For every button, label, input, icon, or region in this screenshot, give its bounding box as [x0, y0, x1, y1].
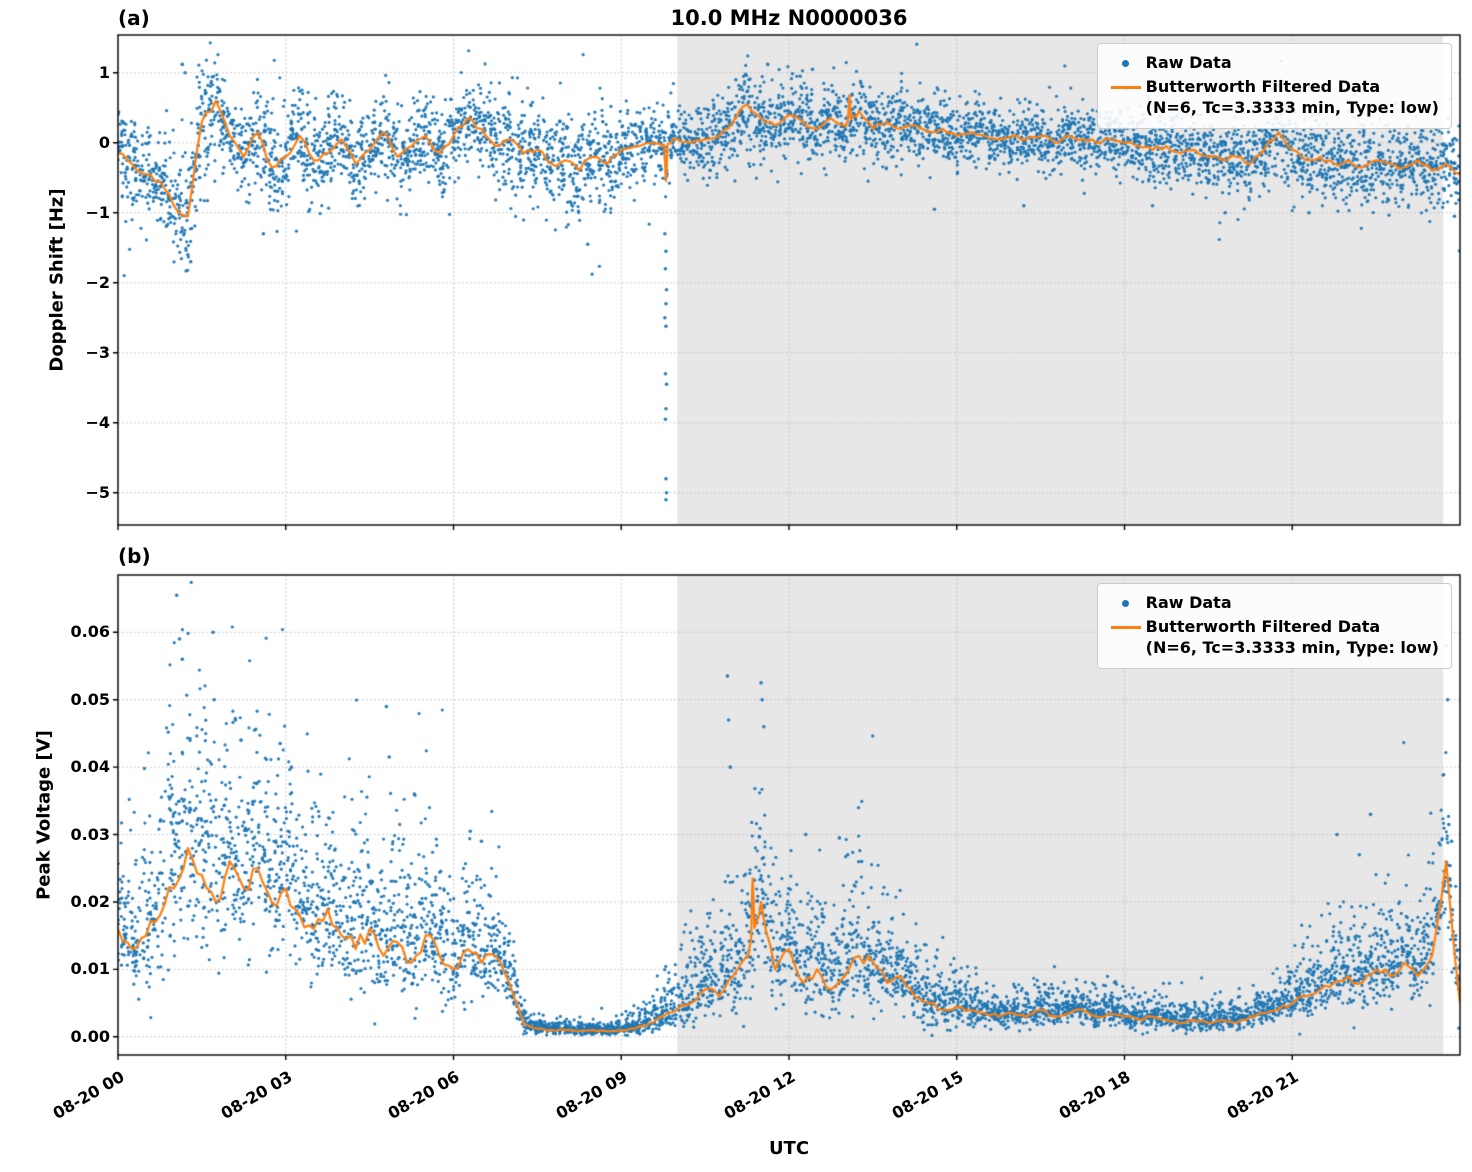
- y-tick-label: −3: [85, 342, 110, 362]
- filtered-line-marker-icon: [1110, 626, 1141, 629]
- legend-raw-label: Raw Data: [1145, 53, 1232, 72]
- y-tick-label: 0.04: [70, 757, 110, 777]
- raw-data-marker-icon: [1122, 600, 1130, 607]
- x-axis-label: UTC: [768, 1138, 810, 1159]
- y-tick-label: −5: [85, 482, 110, 502]
- panel-a-label: (a): [118, 6, 150, 30]
- y-tick-label: −4: [85, 412, 110, 432]
- legend-filtered-label-line1: Butterworth Filtered Data: [1145, 617, 1381, 636]
- legend-entry-filtered: Butterworth Filtered Data (N=6, Tc=3.333…: [1106, 617, 1439, 659]
- y-axis-label-doppler: Doppler Shift [Hz]: [46, 188, 68, 372]
- y-tick-label: 0.00: [70, 1026, 110, 1046]
- y-tick-label: 0: [98, 132, 110, 152]
- legend-filtered-label-line2: (N=6, Tc=3.3333 min, Type: low): [1145, 97, 1439, 117]
- legend-entry-raw: Raw Data: [1106, 53, 1439, 74]
- y-tick-label: −1: [85, 202, 110, 222]
- legend-entry-filtered: Butterworth Filtered Data (N=6, Tc=3.333…: [1106, 77, 1439, 119]
- y-tick-label: 0.02: [70, 891, 110, 911]
- legend-entry-raw: Raw Data: [1106, 593, 1439, 614]
- y-tick-label: 0.01: [70, 959, 110, 979]
- y-tick-label: 0.03: [70, 824, 110, 844]
- y-tick-label: −2: [85, 272, 110, 292]
- y-tick-label: 0.06: [70, 622, 110, 642]
- y-tick-label: 1: [98, 62, 110, 82]
- legend-filtered-label-line1: Butterworth Filtered Data: [1145, 77, 1381, 96]
- legend-filtered-label-line2: (N=6, Tc=3.3333 min, Type: low): [1145, 637, 1439, 657]
- panel-b-label: (b): [118, 544, 151, 568]
- legend-raw-label: Raw Data: [1145, 593, 1232, 612]
- legend-panel-a: Raw Data Butterworth Filtered Data (N=6,…: [1096, 43, 1452, 129]
- y-axis-label-voltage: Peak Voltage [V]: [33, 730, 55, 900]
- figure-title: 10.0 MHz N0000036: [670, 6, 908, 30]
- y-tick-label: 0.05: [70, 689, 110, 709]
- legend-panel-b: Raw Data Butterworth Filtered Data (N=6,…: [1096, 583, 1452, 669]
- raw-data-marker-icon: [1122, 60, 1130, 67]
- filtered-line-marker-icon: [1110, 86, 1141, 89]
